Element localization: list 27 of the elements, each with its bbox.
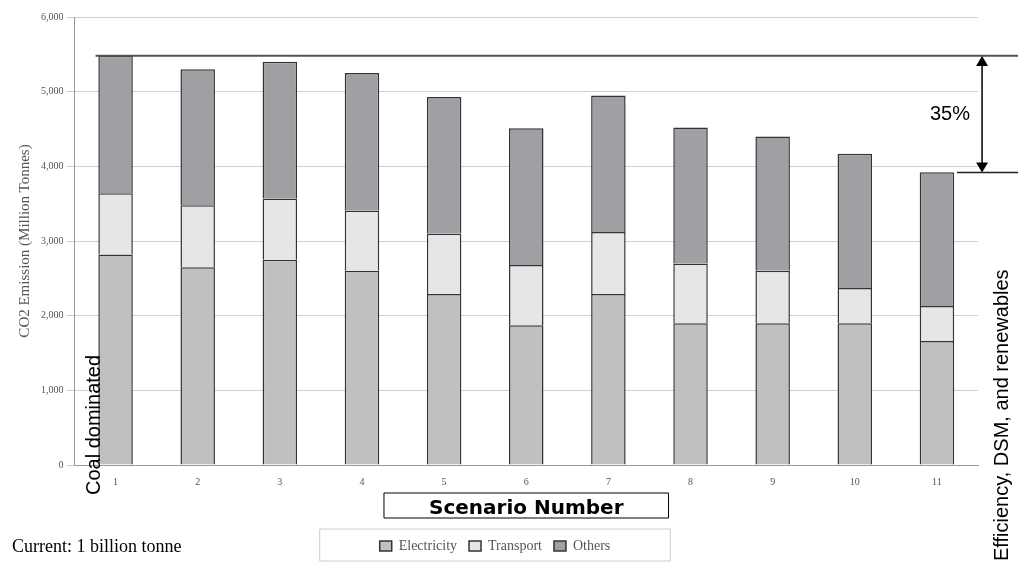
legend-label: Transport [488, 537, 543, 553]
annotation: 35% [929, 101, 971, 124]
text: Efficiency, DSM, and renewables [989, 269, 1012, 561]
legend-label: Others [572, 537, 611, 553]
x-tick-label: 5 [441, 475, 447, 487]
y-tick-label: 0 [58, 458, 64, 470]
x-tick-label: 11 [932, 475, 942, 487]
x-tick-label: 1 [113, 475, 119, 487]
y-tick-label: 6,000 [41, 10, 64, 22]
y-tick-label: 2,000 [41, 309, 64, 321]
x-tick-label: 2 [195, 475, 201, 487]
x-axis-title: Scenario Number [428, 495, 624, 520]
legend-label: Electricity [398, 537, 458, 553]
y-tick-label: 4,000 [41, 159, 64, 171]
x-tick-label: 8 [688, 475, 694, 487]
y-axis-title: CO2 Emission (Million Tonnes) [15, 144, 33, 338]
x-tick-label: 7 [605, 475, 611, 487]
x-tick-label: 9 [770, 475, 776, 487]
annotation: Coal dominated [82, 354, 105, 495]
y-tick-label: 5,000 [41, 85, 64, 97]
text: Current: 1 billion tonne [12, 535, 182, 556]
x-tick-label: 3 [277, 475, 283, 487]
y-tick-label: 1,000 [41, 383, 64, 395]
y-tick-label: 3,000 [41, 234, 64, 246]
x-tick-label: 10 [849, 475, 860, 487]
x-tick-label: 6 [523, 475, 529, 487]
x-tick-label: 4 [359, 475, 365, 487]
